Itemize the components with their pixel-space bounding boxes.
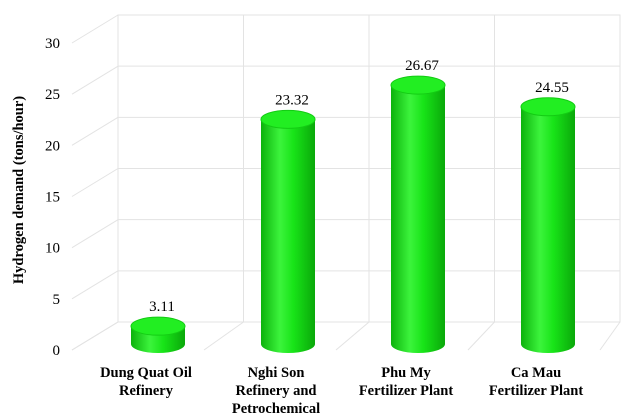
gridline-side [71, 219, 119, 249]
y-tick-label: 15 [45, 190, 60, 206]
data-label: 23.32 [275, 92, 309, 108]
bar-body [261, 119, 315, 353]
y-tick-label: 10 [45, 241, 60, 257]
floor-gridline [71, 321, 119, 351]
gridline-side [71, 65, 119, 95]
gridline-side [71, 168, 119, 197]
y-tick-label: 0 [53, 343, 61, 359]
bar [260, 109, 316, 353]
x-tick-label: Ca Mau Fertilizer Plant [489, 365, 584, 399]
data-label: 26.67 [405, 58, 439, 74]
y-tick-label: 30 [45, 36, 60, 52]
labels: 0 5 10 15 20 25 30 3.11 Dung Quat Oil Refinery 23.… [45, 36, 583, 417]
bar-body [391, 85, 445, 354]
y-axis-label: Hydrogen demand (tons/hour) [11, 96, 27, 284]
floor-gridline [599, 321, 621, 351]
x-tick-label: Dung Quat Oil Refinery [100, 365, 192, 399]
gridline-side [71, 14, 119, 44]
gridline-side [71, 270, 119, 300]
x-tick-label: Phu My Fertilizer Plant [359, 365, 454, 399]
data-label: 3.11 [149, 299, 175, 315]
bar [390, 75, 446, 354]
y-tick-label: 5 [53, 292, 61, 308]
bars [130, 75, 576, 354]
data-label: 24.55 [535, 80, 569, 96]
bar-top [260, 109, 316, 129]
bar-top [130, 316, 186, 336]
bar-top [390, 75, 446, 95]
bar [520, 97, 576, 353]
bar-top [520, 97, 576, 117]
gridline-side [71, 116, 119, 146]
floor-gridline [335, 321, 370, 351]
bar-body [521, 106, 575, 353]
y-tick-label: 25 [45, 87, 60, 103]
bar [130, 316, 186, 353]
y-tick-label: 20 [45, 138, 60, 154]
x-tick-label: Nghi Son Refinery and Petrochemical [232, 365, 320, 417]
floor-gridline [467, 321, 495, 351]
floor-gridline [203, 321, 244, 351]
